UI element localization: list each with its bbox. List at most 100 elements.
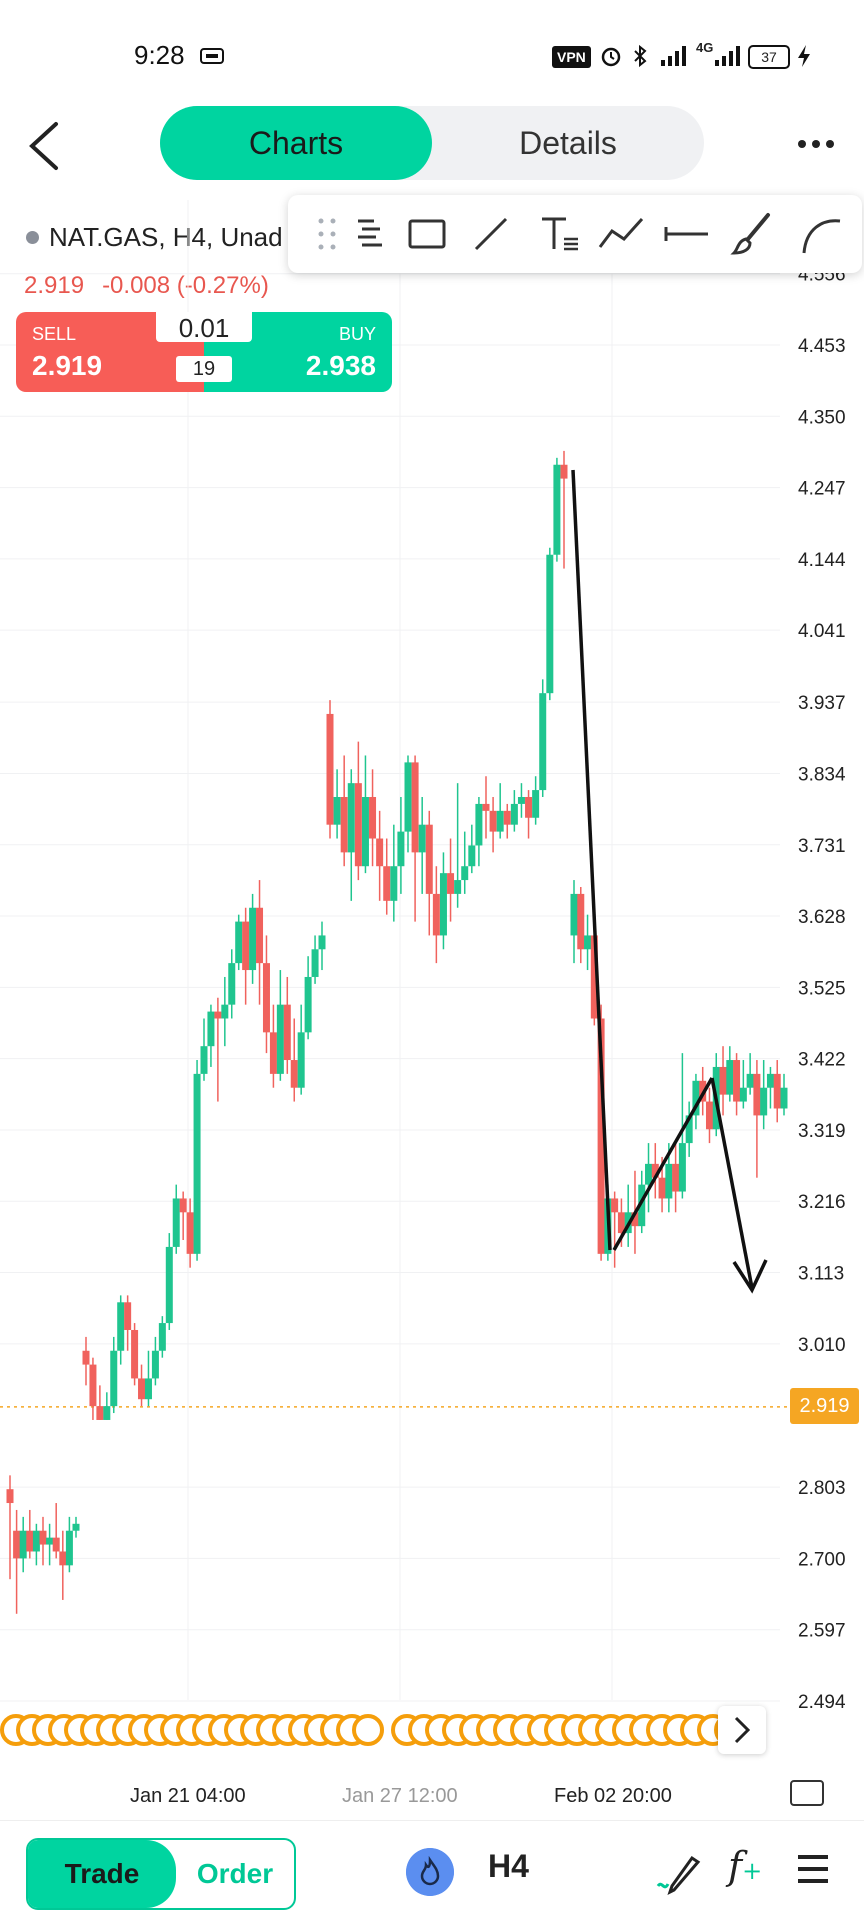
candle-body [611, 1198, 619, 1213]
symbol-title[interactable]: NAT.GAS, H4, Unad [49, 222, 283, 252]
y-tick-label: 4.453 [798, 336, 846, 357]
candle-body [242, 921, 250, 971]
candle-body [739, 1087, 747, 1102]
x-tick-label: Jan 21 04:00 [130, 1785, 246, 1807]
drawn-trend-line[interactable] [612, 1077, 714, 1251]
buy-label: BUY [338, 324, 376, 344]
symbol-quote: 2.919 -0.008 (-0.27%) [24, 272, 287, 300]
candle-body [193, 1073, 201, 1254]
lot-size-input[interactable]: 0.01 [156, 312, 252, 343]
candle-body [96, 1406, 104, 1420]
candle-body [489, 810, 497, 832]
tab-details[interactable]: Details [519, 124, 617, 161]
more-dots-icon[interactable] [796, 124, 836, 164]
candle-body [256, 907, 264, 964]
candle-body [390, 866, 398, 901]
candle-body [172, 1198, 180, 1247]
candle-body [468, 845, 476, 867]
candle-body [454, 880, 462, 894]
candle-body [411, 762, 419, 853]
candle-body [760, 1087, 768, 1116]
candle-body [103, 1406, 111, 1420]
sell-price: 2.919 [32, 350, 103, 381]
economic-events-row[interactable] [0, 1708, 786, 1752]
flame-icon[interactable] [406, 1848, 454, 1896]
candle-body [746, 1073, 754, 1088]
chevron-right-icon[interactable] [718, 1706, 766, 1754]
candle-body [631, 1212, 639, 1227]
text-tool-icon[interactable] [534, 209, 584, 259]
candle-body [503, 810, 511, 825]
candle-body [144, 1378, 152, 1400]
path-icon[interactable] [596, 209, 646, 259]
candle-body [766, 1073, 774, 1088]
candle-body [228, 963, 236, 1005]
candle-body [773, 1073, 781, 1109]
y-tick-label: 3.937 [798, 693, 846, 714]
rectangle-icon[interactable] [402, 209, 452, 259]
candle-body [685, 1115, 693, 1144]
candle-body [432, 893, 440, 936]
timeframe-selector[interactable]: H4 [488, 1848, 529, 1884]
candle-body [418, 824, 426, 853]
candle-body [584, 935, 592, 950]
candle-body [326, 713, 334, 825]
network-type: 4G [696, 40, 714, 55]
candle-body [347, 783, 355, 853]
sell-label: SELL [32, 324, 77, 344]
y-tick-label: 3.319 [798, 1121, 846, 1142]
price-chart[interactable]: 4.5564.4534.3504.2474.1444.0413.9373.834… [0, 200, 864, 1720]
candle-body [214, 1011, 222, 1019]
brush-icon[interactable] [728, 209, 778, 259]
candle-body [186, 1212, 194, 1254]
candle-body [276, 1004, 284, 1074]
back-button[interactable] [24, 118, 68, 174]
plus-icon: + [742, 1857, 763, 1885]
fullscreen-icon[interactable] [790, 1780, 824, 1806]
candle-body [705, 1101, 713, 1130]
indicator-label: f [728, 1844, 743, 1888]
drag-handle-icon[interactable] [302, 209, 352, 259]
candle-body [235, 921, 243, 964]
indicator-button[interactable]: f+ [728, 1844, 768, 1894]
candle-body [617, 1212, 625, 1234]
battery-indicator: 37 [748, 45, 790, 69]
order-button[interactable]: Order [196, 1858, 274, 1889]
candle-body [59, 1551, 67, 1566]
candle-body [665, 1163, 673, 1199]
tab-charts[interactable]: Charts [160, 106, 432, 180]
fibonacci-icon[interactable] [346, 209, 396, 259]
bluetooth-icon [634, 44, 647, 68]
candle-body [262, 963, 270, 1033]
trade-button[interactable]: Trade [28, 1840, 176, 1908]
candle-body [283, 1004, 291, 1061]
arc-icon[interactable] [796, 209, 846, 259]
status-time: 9:28 [134, 40, 185, 70]
candle-body [26, 1530, 34, 1552]
candle-body [719, 1066, 727, 1095]
charging-icon [798, 45, 810, 67]
candle-body [560, 464, 568, 479]
candle-body [89, 1364, 97, 1407]
y-tick-label: 2.700 [798, 1549, 846, 1570]
status-bar: 9:28 VPN 4G 37 [0, 0, 864, 110]
candle-body [72, 1523, 80, 1531]
event-marker[interactable] [352, 1714, 384, 1746]
drawn-arrow-line[interactable] [710, 1077, 754, 1289]
candle-body [651, 1163, 659, 1178]
candle-body [447, 873, 455, 894]
quick-trade-panel: SELL 2.919 BUY 2.938 0.01 19 [16, 312, 392, 392]
y-tick-label: 4.041 [798, 621, 846, 642]
hamburger-icon[interactable] [796, 1852, 830, 1886]
x-tick-label: Feb 02 20:00 [554, 1785, 672, 1807]
candle-body [249, 907, 257, 971]
drawn-trend-line[interactable] [571, 469, 612, 1251]
candle-body [221, 1004, 229, 1019]
pencil-icon[interactable] [654, 1848, 704, 1898]
horizontal-line-icon[interactable] [662, 209, 712, 259]
drawn-arrow-head[interactable] [732, 1259, 768, 1294]
trend-line-icon[interactable] [466, 209, 516, 259]
candle-body [179, 1198, 187, 1213]
y-tick-label: 4.144 [798, 550, 846, 571]
candle-body [340, 797, 348, 853]
